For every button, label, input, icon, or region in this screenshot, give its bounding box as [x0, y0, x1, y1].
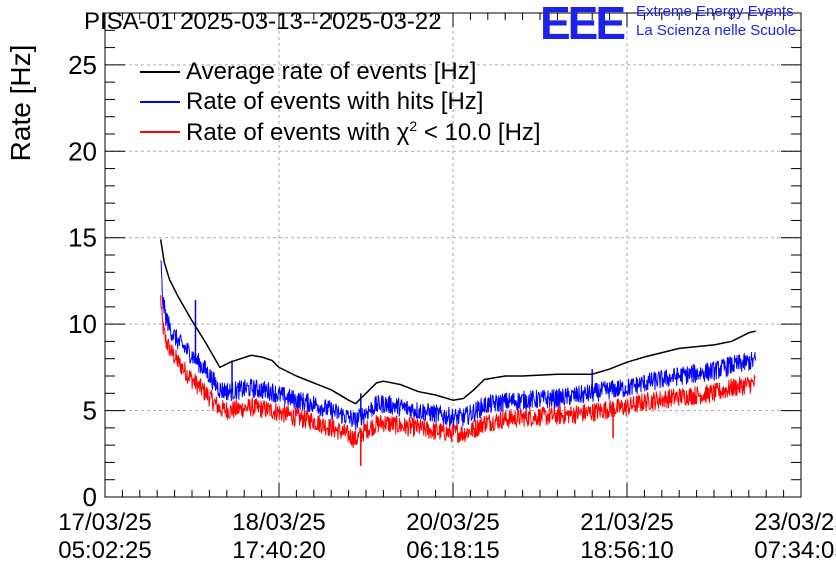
x-tick-label: 17:40:20 — [232, 537, 325, 564]
x-tick-label: 17/03/25 — [58, 509, 151, 536]
legend-label-chi2-symbol: χ — [396, 119, 410, 146]
y-tick-label: 15 — [68, 223, 97, 253]
series-line-chi2 — [160, 295, 756, 449]
legend-label-hits: Rate of events with hits [Hz] — [186, 88, 484, 115]
legend-swatch-hits — [140, 101, 180, 103]
series-line-hits — [160, 260, 757, 431]
eee-logo: EEE — [540, 0, 626, 49]
y-tick-label: 10 — [68, 309, 97, 339]
y-tick-label: 20 — [68, 136, 97, 166]
grid-lines — [105, 13, 801, 497]
x-tick-label: 18/03/25 — [232, 509, 325, 536]
logo-line-2: La Scienza nelle Scuole — [636, 22, 797, 39]
x-tick-label: 07:34:05 — [754, 537, 836, 564]
chart-title: PISA-01 2025-03-13--2025-03-22 — [84, 8, 442, 35]
plot-frame — [104, 12, 802, 498]
x-tick-label: 20/03/25 — [406, 509, 499, 536]
y-tick-label: 25 — [68, 50, 97, 80]
x-tick-label: 05:02:25 — [58, 537, 151, 564]
y-axis-label: Rate [Hz] — [5, 45, 36, 162]
legend-swatch-average — [140, 71, 180, 73]
legend-label-chi2: Rate of events with χ2 < 10.0 [Hz] — [186, 118, 541, 147]
legend-swatch-chi2 — [140, 131, 180, 133]
y-tick-label: 5 — [83, 396, 97, 426]
legend-label-chi2-suffix: < 10.0 [Hz] — [417, 119, 541, 146]
legend-label-chi2-sup: 2 — [409, 118, 418, 134]
x-tick-label: 18:56:10 — [580, 537, 673, 564]
y-tick-label: 0 — [83, 482, 97, 512]
x-tick-label: 23/03/25 — [754, 509, 836, 536]
logo-line-1: Extreme Energy Events — [636, 3, 794, 20]
series-line-average — [159, 239, 756, 405]
x-tick-label: 21/03/25 — [580, 509, 673, 536]
legend-label-average: Average rate of events [Hz] — [186, 58, 477, 85]
x-tick-label: 06:18:15 — [406, 537, 499, 564]
legend-label-chi2-prefix: Rate of events with — [186, 119, 397, 146]
